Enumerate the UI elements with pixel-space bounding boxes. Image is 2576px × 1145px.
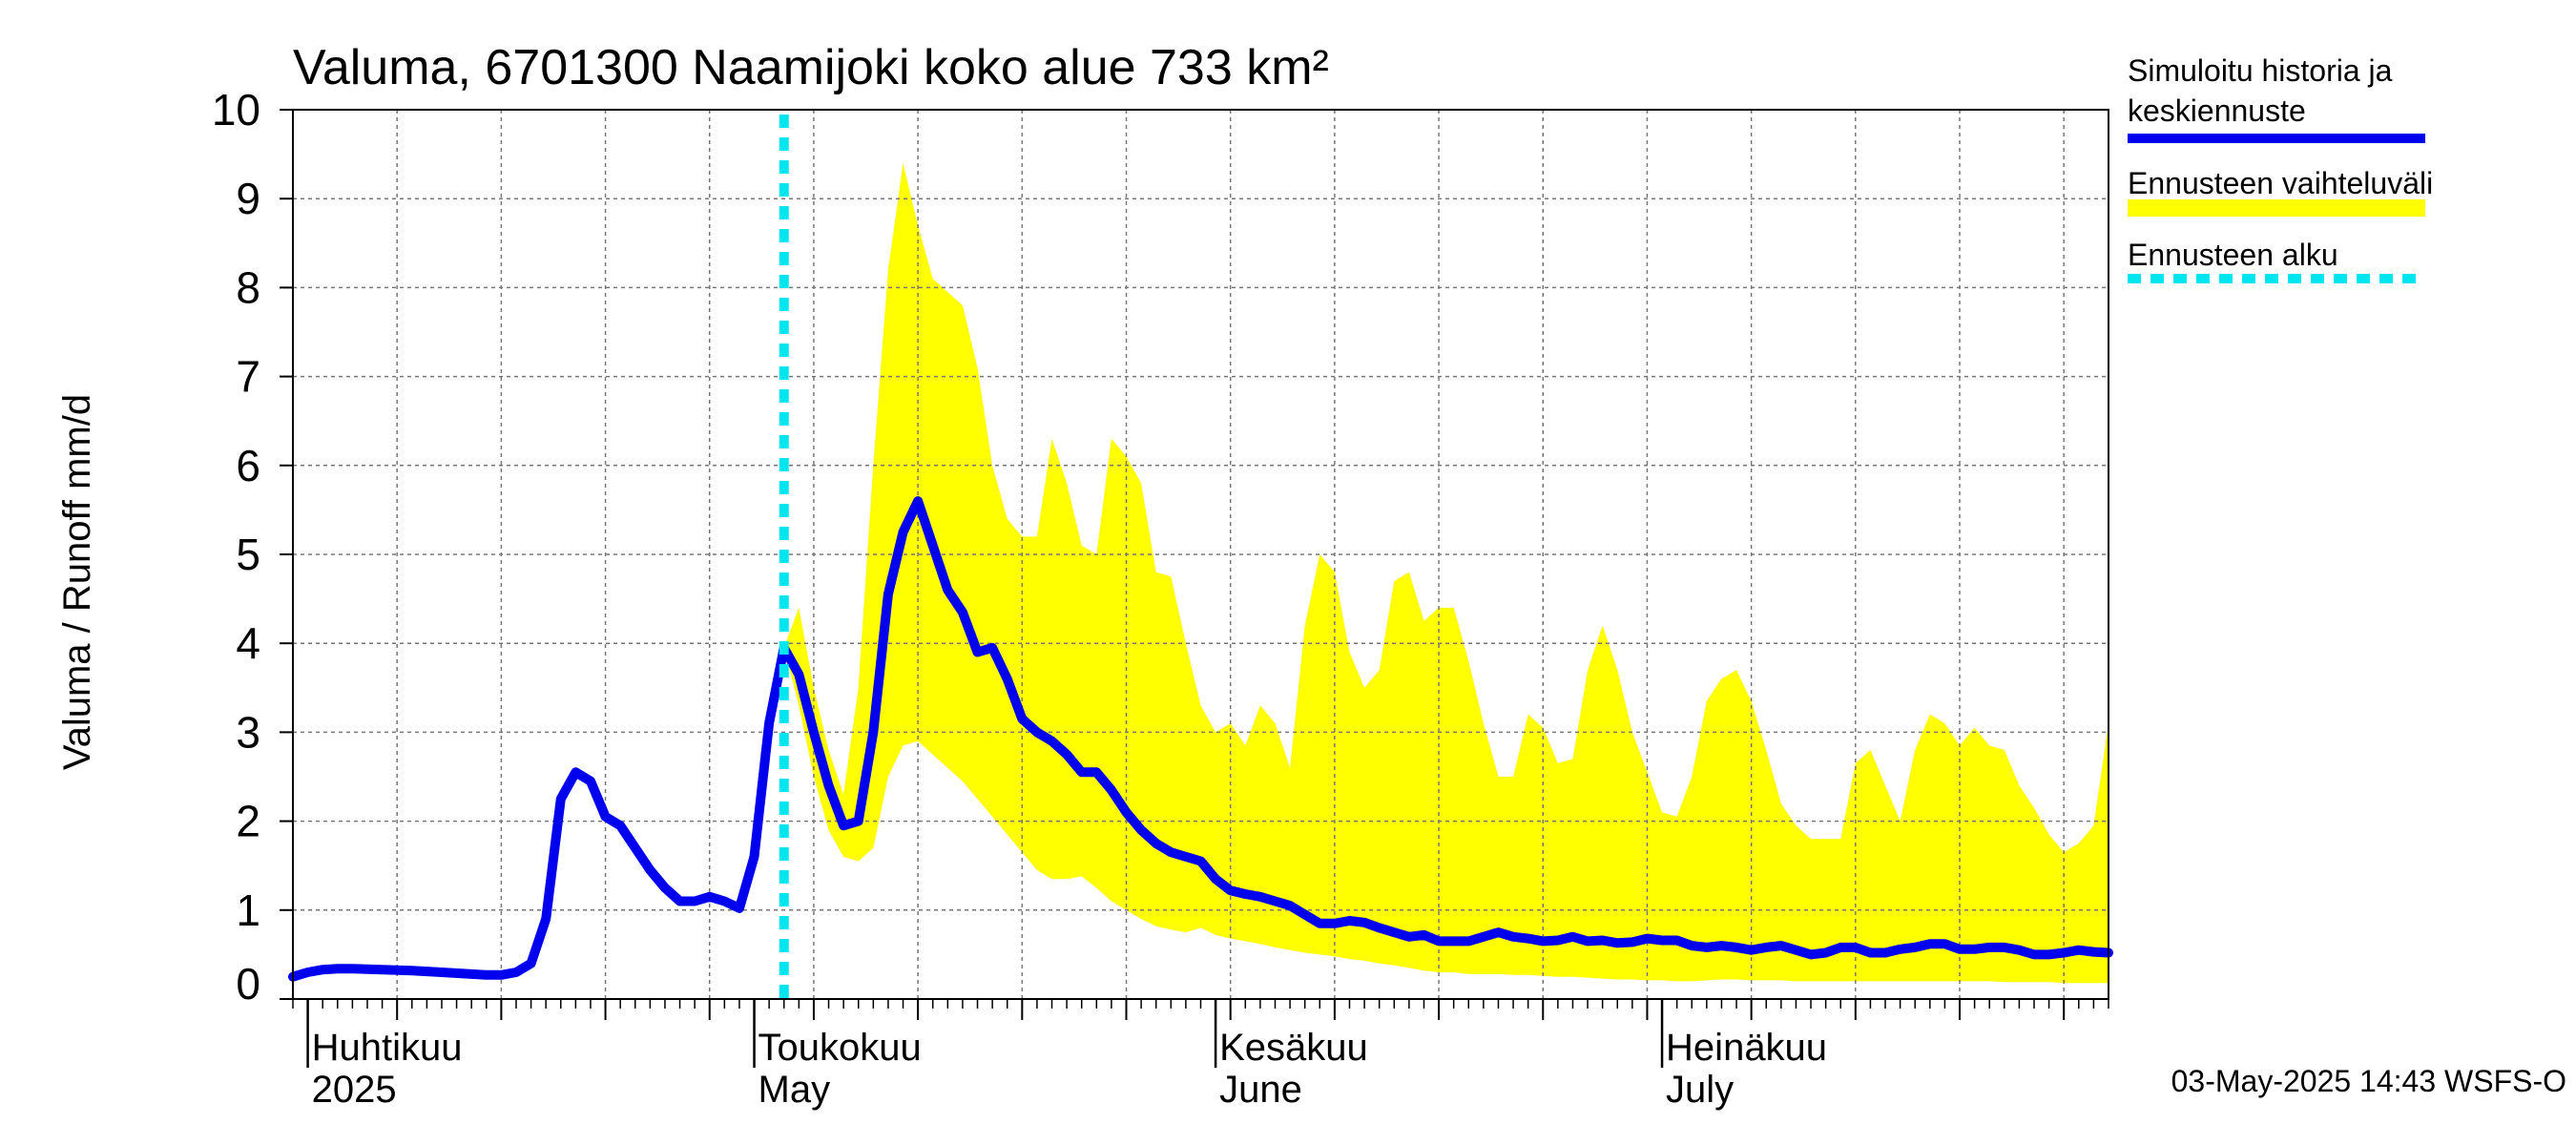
forecast-band-area — [783, 162, 2109, 984]
footer-timestamp: 03-May-2025 14:43 WSFS-O — [2171, 1064, 2566, 1098]
y-tick-label: 3 — [236, 707, 260, 757]
legend-label: Simuloitu historia ja — [2128, 53, 2393, 88]
x-month-label-en: 2025 — [312, 1069, 397, 1111]
chart-title: Valuma, 6701300 Naamijoki koko alue 733 … — [293, 40, 1329, 95]
y-tick-label: 10 — [212, 85, 260, 135]
legend-label: keskiennuste — [2128, 94, 2306, 128]
median-series-line — [288, 496, 2113, 982]
x-month-label-fi: Heinäkuu — [1666, 1027, 1827, 1069]
legend: Simuloitu historia ja keskiennuste Ennuste… — [2128, 53, 2433, 283]
y-tick-label: 9 — [236, 174, 260, 223]
grid — [293, 110, 2109, 999]
y-tick-label: 5 — [236, 530, 260, 579]
x-month-label-fi: Toukokuu — [758, 1027, 922, 1069]
x-month-label-fi: Kesäkuu — [1219, 1027, 1368, 1069]
y-tick-label: 7 — [236, 352, 260, 402]
series-layer — [288, 496, 2113, 982]
y-tick-label: 4 — [236, 618, 260, 668]
y-tick-label: 6 — [236, 441, 260, 490]
legend-label: Ennusteen alku — [2128, 238, 2338, 272]
x-month-label-en: May — [758, 1069, 831, 1111]
forecast-range-band — [783, 162, 2109, 984]
y-tick-label: 2 — [236, 797, 260, 846]
y-axis-label: Valuma / Runoff mm/d — [56, 394, 98, 770]
legend-label: Ennusteen vaihteluväli — [2128, 166, 2433, 200]
x-month-label-en: July — [1666, 1069, 1734, 1111]
y-tick-label: 0 — [236, 959, 260, 1009]
x-month-label-fi: Huhtikuu — [312, 1027, 463, 1069]
y-tick-label: 8 — [236, 262, 260, 312]
x-month-label-en: June — [1219, 1069, 1302, 1111]
y-tick-label: 1 — [236, 885, 260, 935]
